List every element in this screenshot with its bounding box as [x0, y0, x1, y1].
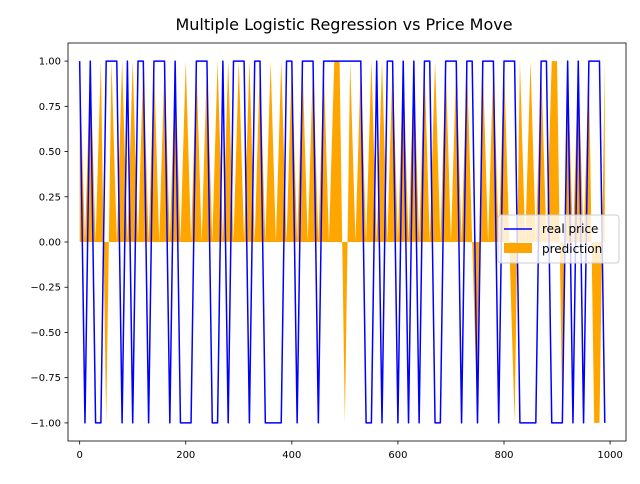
prediction-fill: [79, 61, 605, 423]
y-tick-label: 0.50: [39, 147, 61, 158]
y-tick-label: −0.50: [30, 328, 61, 339]
x-tick-label: 400: [282, 450, 301, 461]
y-tick-label: 0.00: [39, 238, 61, 249]
x-tick-label: 0: [76, 450, 82, 461]
y-tick-label: −0.75: [30, 373, 61, 384]
x-tick-label: 200: [176, 450, 195, 461]
chart-title: Multiple Logistic Regression vs Price Mo…: [175, 15, 512, 34]
y-tick-label: 0.25: [39, 192, 61, 203]
legend: real price prediction: [497, 214, 620, 264]
axes: 0 200 400 600 800 1000 1.00 0.75 0.50 0.25 0.00 −0.…: [30, 42, 627, 461]
legend-swatch-prediction: [504, 243, 532, 253]
y-tick-label: 1.00: [39, 57, 61, 68]
y-tick-label: −0.25: [30, 283, 61, 294]
x-tick-label: 1000: [597, 450, 622, 461]
x-tick-label: 800: [494, 450, 513, 461]
legend-label-prediction: prediction: [542, 242, 602, 256]
x-tick-label: 600: [388, 450, 407, 461]
legend-label-real-price: real price: [542, 222, 598, 236]
y-tick-label: −1.00: [30, 418, 61, 429]
y-tick-label: 0.75: [39, 102, 61, 113]
